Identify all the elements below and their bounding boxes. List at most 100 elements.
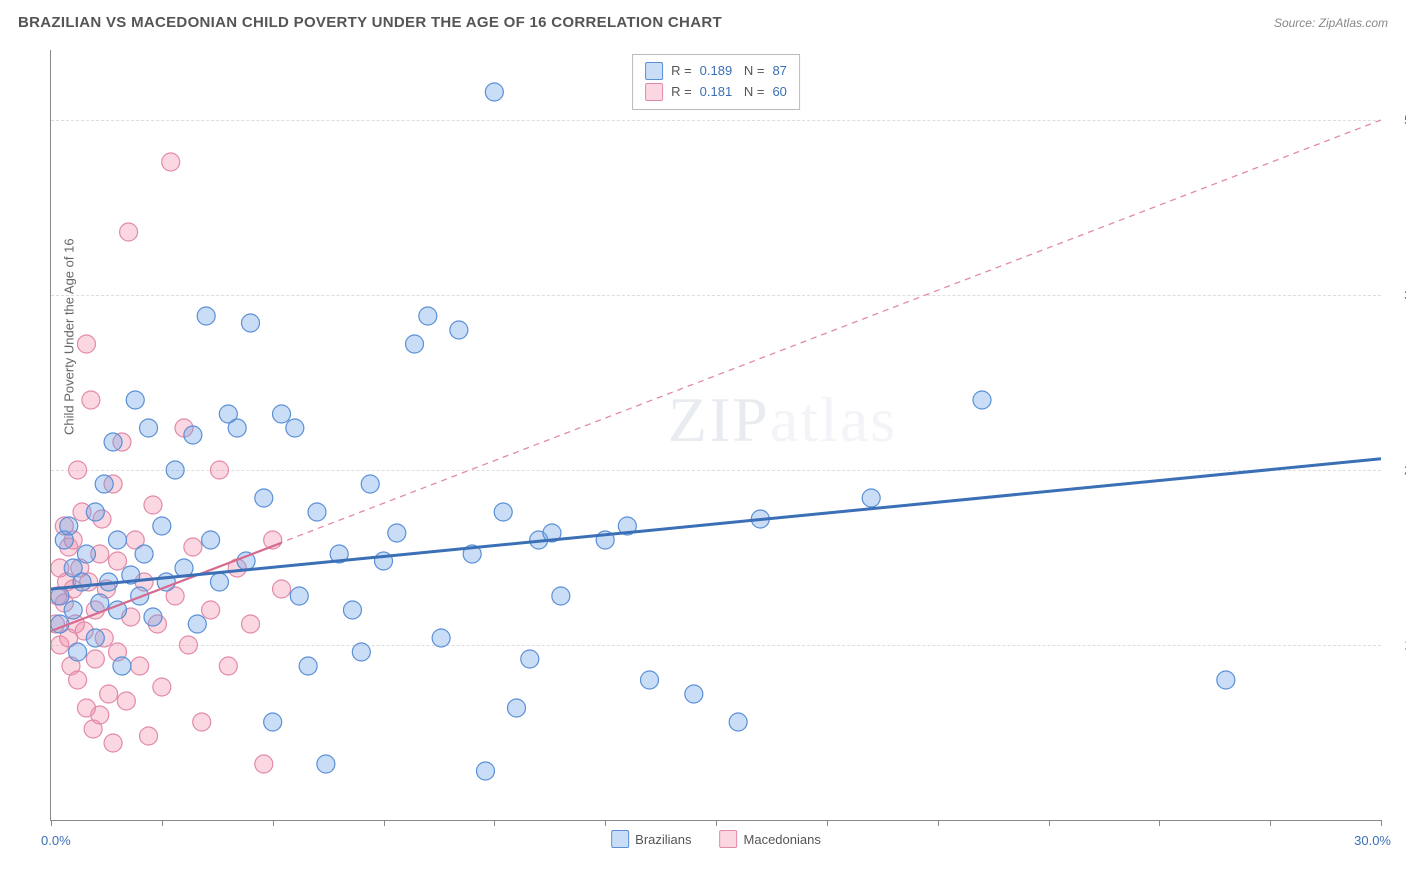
data-point [60,517,78,535]
data-point [120,223,138,241]
stats-row-brazilians: R =0.189 N =87 [645,61,787,82]
x-tick [938,820,939,826]
data-point [162,153,180,171]
data-point [193,713,211,731]
plot-area: Child Poverty Under the Age of 16 ZIPatl… [50,50,1381,821]
data-point [197,307,215,325]
data-point [219,657,237,675]
data-point [388,524,406,542]
x-tick [716,820,717,826]
stats-legend: R =0.189 N =87 R =0.181 N =60 [632,54,800,110]
data-point [508,699,526,717]
data-point [144,496,162,514]
x-axis-max-label: 30.0% [1354,833,1391,848]
data-point [308,503,326,521]
legend-item-brazilians: Brazilians [611,830,691,848]
data-point [77,335,95,353]
data-point [641,671,659,689]
x-tick [494,820,495,826]
data-point [729,713,747,731]
data-point [406,335,424,353]
data-point [69,461,87,479]
x-tick [1049,820,1050,826]
data-point [86,629,104,647]
data-point [140,419,158,437]
data-point [685,685,703,703]
stats-row-macedonians: R =0.181 N =60 [645,82,787,103]
data-point [131,657,149,675]
data-point [210,573,228,591]
data-point [494,503,512,521]
data-point [202,601,220,619]
data-point [184,426,202,444]
data-point [91,706,109,724]
data-point [450,321,468,339]
x-tick [384,820,385,826]
data-point [117,692,135,710]
x-axis-min-label: 0.0% [41,833,71,848]
data-point [184,538,202,556]
data-point [109,531,127,549]
data-point [242,314,260,332]
x-tick [1159,820,1160,826]
data-point [95,475,113,493]
data-point [109,552,127,570]
data-point [317,755,335,773]
data-point [104,734,122,752]
data-point [476,762,494,780]
data-point [86,503,104,521]
data-point [228,419,246,437]
x-tick [1270,820,1271,826]
series-legend: Brazilians Macedonians [611,830,821,848]
data-point [419,307,437,325]
data-point [973,391,991,409]
data-point [343,601,361,619]
data-point [862,489,880,507]
data-point [153,678,171,696]
data-point [153,517,171,535]
data-point [290,587,308,605]
x-tick [1381,820,1382,826]
data-point [135,545,153,563]
data-point [273,580,291,598]
data-point [104,433,122,451]
data-point [100,685,118,703]
data-point [432,629,450,647]
data-point [86,650,104,668]
data-point [361,475,379,493]
data-point [352,643,370,661]
data-point [255,755,273,773]
data-point [286,419,304,437]
data-point [179,636,197,654]
data-point [126,391,144,409]
data-point [485,83,503,101]
data-point [242,615,260,633]
data-point [69,643,87,661]
data-point [273,405,291,423]
data-point [188,615,206,633]
legend-item-macedonians: Macedonians [720,830,821,848]
x-tick [827,820,828,826]
data-point [69,671,87,689]
data-point [552,587,570,605]
data-point [521,650,539,668]
swatch-macedonians [645,83,663,101]
data-point [255,489,273,507]
data-point [299,657,317,675]
data-point [113,657,131,675]
data-point [144,608,162,626]
trend-line [51,459,1381,589]
x-tick [273,820,274,826]
data-point [77,545,95,563]
data-point [82,391,100,409]
data-point [140,727,158,745]
data-point [210,461,228,479]
chart-title: BRAZILIAN VS MACEDONIAN CHILD POVERTY UN… [18,14,722,31]
swatch-brazilians [645,62,663,80]
scatter-svg [51,50,1381,820]
data-point [264,713,282,731]
data-point [202,531,220,549]
data-point [64,601,82,619]
x-tick [605,820,606,826]
source-label: Source: ZipAtlas.com [1274,16,1388,30]
